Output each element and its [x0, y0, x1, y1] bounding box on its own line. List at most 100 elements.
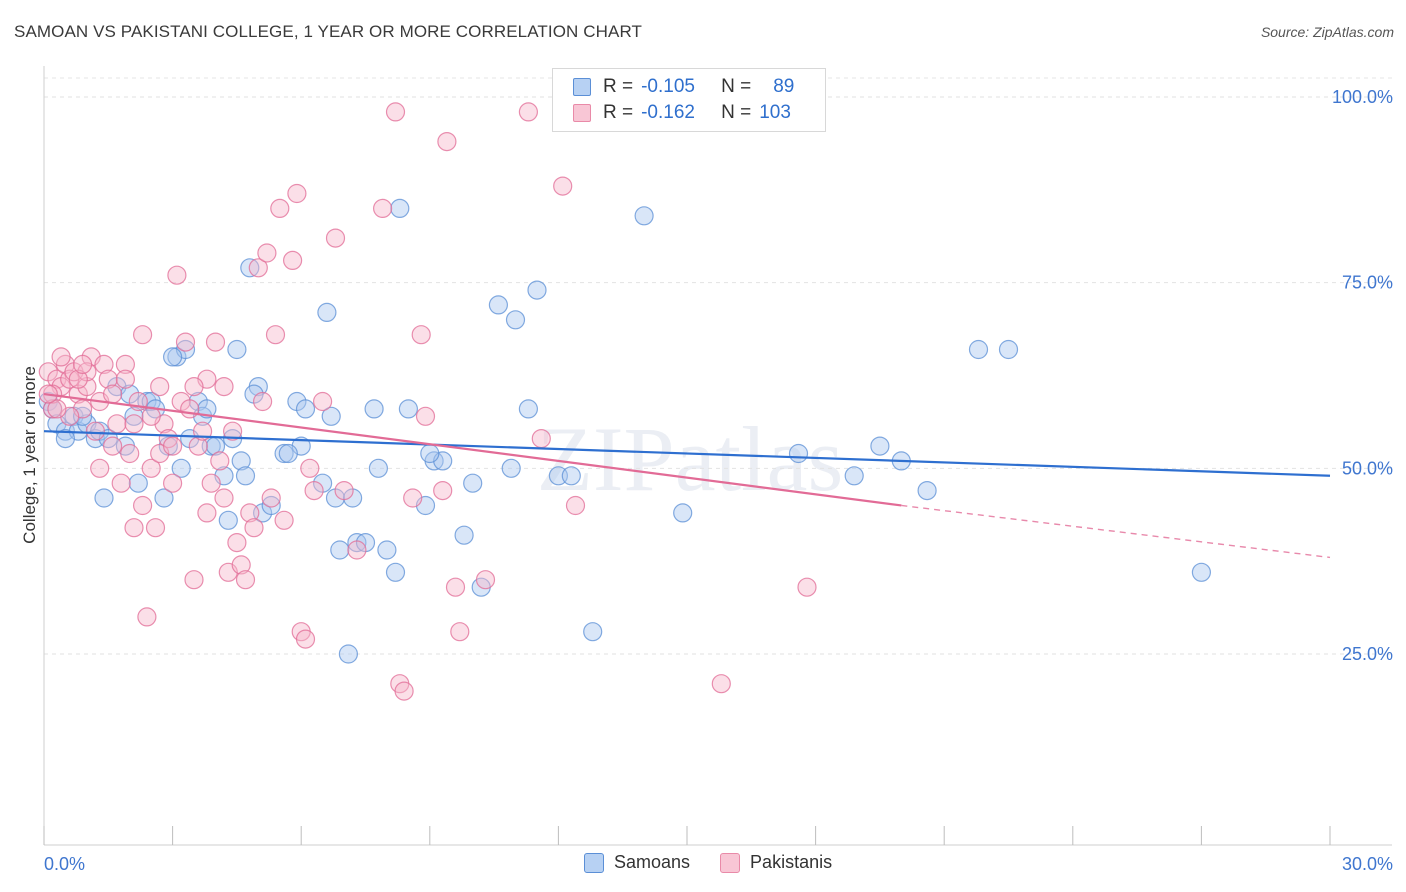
samoans-point — [561, 466, 581, 486]
pakistanis-point — [133, 495, 153, 516]
samoans-point — [235, 466, 256, 486]
samoans-point — [338, 644, 358, 664]
pakistanis-point — [313, 391, 333, 412]
pakistanis-point — [240, 503, 260, 523]
trend-lines — [43, 392, 1331, 559]
samoans-point — [261, 495, 281, 516]
pakistanis-point — [433, 481, 453, 501]
pakistanis-point — [300, 458, 320, 478]
pakistanis-point — [565, 495, 586, 516]
pakistanis-point — [94, 354, 114, 374]
pakistanis-point — [201, 473, 221, 493]
pakistanis-point — [98, 369, 118, 389]
samoans-point — [398, 399, 418, 419]
pakistanis-point — [287, 183, 307, 204]
samoans-point — [501, 458, 521, 478]
samoans-point — [128, 473, 148, 493]
x-tick-label: 0.0% — [44, 854, 85, 874]
samoans-point — [218, 510, 238, 530]
pakistanis-point — [415, 406, 436, 426]
y-tick-label: 50.0% — [1342, 458, 1393, 478]
samoans-point — [94, 488, 114, 508]
pakistanis-point — [304, 481, 324, 501]
pakistanis-point — [115, 354, 136, 374]
pakistanis-point — [210, 451, 230, 471]
samoans-point — [390, 198, 410, 218]
pakistanis-point — [141, 406, 161, 426]
pakistanis-point — [403, 488, 423, 508]
samoans-point — [317, 302, 337, 322]
pakistanis-point — [248, 258, 268, 278]
samoans-point — [634, 206, 654, 226]
legend-r-label: R = — [603, 76, 634, 97]
samoans-point — [231, 451, 251, 471]
samoans-trend-line — [43, 430, 1331, 477]
samoans-point — [454, 525, 474, 545]
pakistanis-point — [214, 488, 234, 508]
pakistanis-point — [253, 391, 273, 412]
pakistanis-point — [51, 347, 71, 367]
samoans-point — [998, 339, 1019, 360]
pakistanis-point — [47, 399, 67, 419]
samoans-point — [788, 443, 809, 464]
pakistanis-point — [437, 132, 457, 152]
pakistanis-point — [102, 436, 123, 456]
pakistanis-point — [394, 681, 414, 701]
pakistanis-trend-extension — [901, 504, 1331, 559]
pakistanis-point — [137, 607, 157, 627]
axes — [43, 66, 1392, 846]
pakistanis-point — [90, 458, 110, 478]
samoans-point — [844, 466, 864, 486]
legend-r-value: -0.105 — [641, 76, 695, 97]
legend-item-samoans[interactable]: Samoans — [584, 852, 690, 873]
y-tick-label: 25.0% — [1342, 644, 1393, 664]
pakistanis-point — [797, 577, 817, 597]
pakistanis-point — [711, 674, 731, 694]
pakistanis-point — [115, 369, 136, 389]
samoans-point — [870, 436, 890, 456]
pakistanis-point — [325, 228, 346, 248]
legend-n-value: 103 — [759, 102, 791, 123]
legend-n-label: N = — [721, 102, 752, 123]
samoans-point — [330, 540, 350, 560]
samoans-point — [385, 562, 406, 582]
y-axis-label: College, 1 year or more — [20, 366, 39, 544]
samoans-point — [163, 347, 183, 367]
legend-swatch-samoans — [584, 852, 604, 873]
pakistanis-point — [145, 518, 166, 538]
pakistanis-point — [231, 555, 251, 575]
chart-title: SAMOAN VS PAKISTANI COLLEGE, 1 YEAR OR M… — [14, 22, 642, 41]
pakistanis-point — [283, 250, 303, 270]
pakistanis-point — [133, 325, 153, 345]
samoans-point — [55, 429, 76, 449]
samoans-point — [463, 473, 483, 493]
samoans-point — [154, 488, 174, 508]
pakistanis-point — [124, 518, 144, 538]
samoans-point — [583, 622, 603, 642]
pakistanis-point — [445, 577, 466, 597]
pakistanis-point — [107, 414, 127, 434]
samoans-point — [673, 503, 693, 523]
samoans-point — [518, 399, 539, 419]
samoans-point — [505, 310, 526, 330]
pakistanis-point — [385, 102, 406, 122]
tick-labels: 25.0% 50.0% 75.0% 100.0% 0.0% 30.0% — [44, 87, 1393, 874]
pakistanis-point — [244, 518, 264, 538]
samoans-point — [420, 443, 440, 464]
y-tick-label: 100.0% — [1332, 87, 1393, 107]
series-legend: Samoans Pakistanis — [584, 852, 862, 873]
samoans-point — [377, 540, 397, 560]
legend-n-value: 89 — [773, 76, 795, 97]
pakistanis-point — [531, 429, 551, 449]
legend-item-pakistanis[interactable]: Pakistanis — [720, 852, 832, 873]
legend-swatch-samoans — [573, 78, 591, 96]
pakistanis-point — [120, 443, 140, 464]
pakistanis-point — [227, 532, 247, 553]
samoans-point — [368, 458, 388, 478]
pakistanis-point — [180, 399, 200, 419]
pakistanis-point — [223, 421, 243, 441]
pakistanis-point — [163, 436, 183, 456]
samoans-point — [227, 339, 247, 360]
samoans-point — [295, 399, 316, 419]
